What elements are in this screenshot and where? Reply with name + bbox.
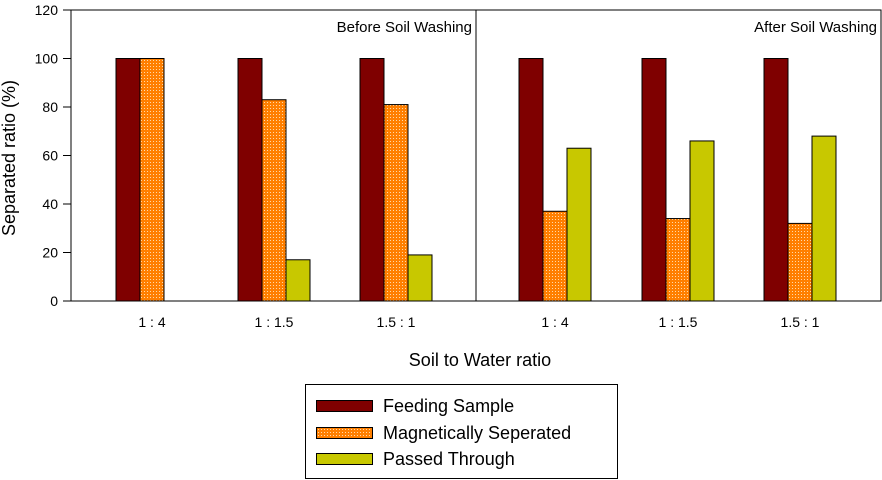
x-tick-label: 1 : 1.5 bbox=[659, 314, 698, 330]
bar bbox=[518, 58, 544, 302]
bar bbox=[139, 58, 165, 302]
bar bbox=[689, 140, 715, 302]
bar bbox=[285, 259, 311, 302]
y-tick-label: 100 bbox=[35, 51, 59, 67]
bar-chart: 0 20 40 60 80 100 120 Before Soil Washing 1 : 4 1… bbox=[0, 2, 882, 370]
bar bbox=[665, 218, 691, 302]
axes: 0 20 40 60 80 100 120 Before Soil Washing 1 : 4 1… bbox=[35, 2, 882, 330]
y-tick-label: 20 bbox=[42, 245, 58, 261]
legend: Feeding Sample Magnetically Seperated Pa… bbox=[305, 384, 618, 479]
x-tick-label: 1.5 : 1 bbox=[377, 314, 416, 330]
legend-swatch-magnetically-seperated bbox=[316, 427, 373, 439]
bar bbox=[641, 58, 667, 302]
bar bbox=[566, 147, 592, 302]
legend-label: Feeding Sample bbox=[383, 395, 515, 416]
y-axis-label: Separated ratio (%) bbox=[0, 80, 19, 236]
legend-label: Passed Through bbox=[383, 448, 515, 469]
legend-swatch-feeding-sample bbox=[316, 400, 373, 412]
bar bbox=[261, 99, 287, 302]
y-tick-label: 60 bbox=[42, 148, 58, 164]
legend-item-passed-through: Passed Through bbox=[316, 448, 515, 470]
y-tick-label: 40 bbox=[42, 196, 58, 212]
panel-title: Before Soil Washing bbox=[337, 19, 472, 36]
bar bbox=[542, 210, 568, 302]
bar bbox=[407, 254, 433, 302]
x-tick-label: 1 : 1.5 bbox=[255, 314, 294, 330]
x-axis-label: Soil to Water ratio bbox=[409, 350, 551, 370]
y-tick-label: 0 bbox=[50, 293, 58, 309]
bar bbox=[811, 135, 837, 302]
x-tick-label: 1.5 : 1 bbox=[781, 314, 820, 330]
bar bbox=[763, 58, 789, 302]
bar bbox=[115, 58, 141, 302]
legend-label: Magnetically Seperated bbox=[383, 422, 572, 443]
bar bbox=[787, 222, 813, 302]
x-tick-label: 1 : 4 bbox=[541, 314, 568, 330]
bar bbox=[237, 58, 263, 302]
y-tick-label: 120 bbox=[35, 2, 59, 18]
legend-item-magnetically-seperated: Magnetically Seperated bbox=[316, 422, 571, 444]
legend-swatch-passed-through bbox=[316, 453, 373, 465]
bar bbox=[359, 58, 385, 302]
bars bbox=[115, 58, 837, 302]
panel-title: After Soil Washing bbox=[754, 19, 877, 36]
legend-item-feeding-sample: Feeding Sample bbox=[316, 395, 514, 417]
bar bbox=[383, 104, 409, 302]
y-tick-label: 80 bbox=[42, 99, 58, 115]
x-tick-label: 1 : 4 bbox=[138, 314, 165, 330]
